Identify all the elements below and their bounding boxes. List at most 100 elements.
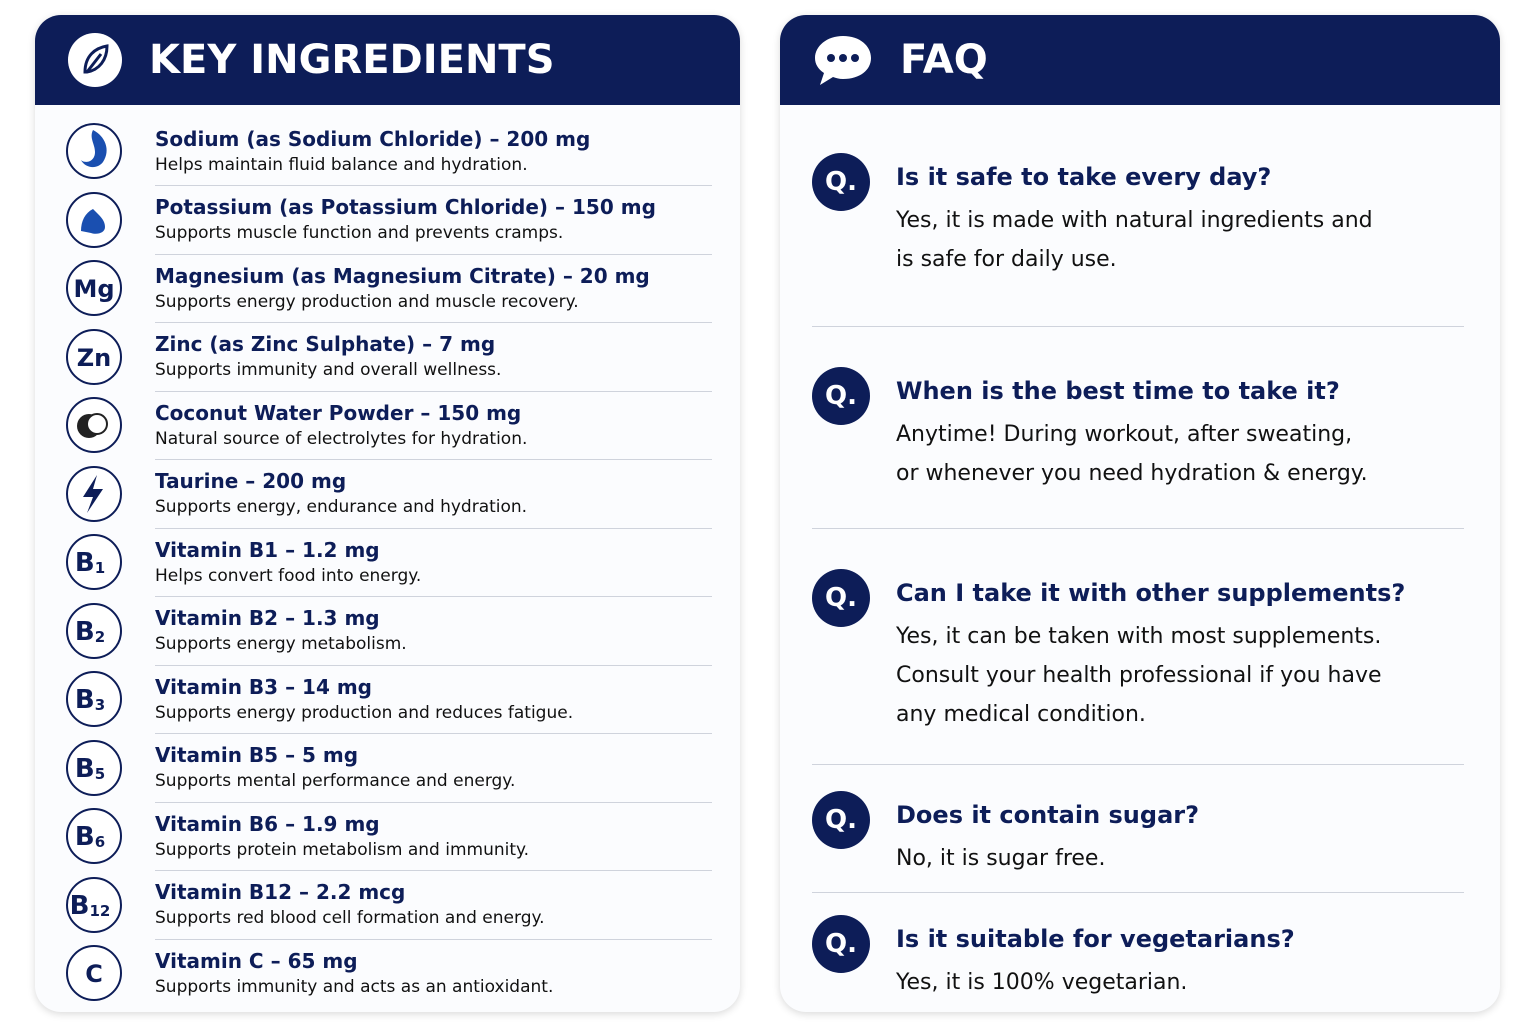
- ingredient-text: Coconut Water Powder – 150 mg Natural sou…: [155, 391, 712, 460]
- ingredient-row: B12 Vitamin B12 – 2.2 mcg Supports red blo…: [65, 871, 712, 940]
- ingredient-list: Sodium (as Sodium Chloride) – 200 mg Help…: [35, 105, 740, 1008]
- ingredient-icon: Zn: [66, 328, 122, 385]
- icon-main: B: [75, 822, 95, 852]
- ingredient-row: B6 Vitamin B6 – 1.9 mg Supports protein me…: [65, 802, 712, 871]
- icon-text: C: [85, 960, 103, 988]
- ingredient-amount: 2.2 mcg: [315, 880, 406, 905]
- answer-line: Yes, it is 100% vegetarian.: [896, 970, 1188, 995]
- icon-text: B6: [75, 822, 105, 852]
- icon-sub: 6: [95, 833, 105, 851]
- ingredient-name: Vitamin B5: [155, 743, 279, 768]
- ingredient-description: Supports energy, endurance and hydration…: [155, 497, 528, 518]
- icon-main: B: [70, 891, 90, 921]
- answer-line: is safe for daily use.: [896, 247, 1117, 272]
- ingredients-title: KEY INGREDIENTS: [149, 37, 555, 83]
- ingredient-icon: B5: [66, 739, 122, 796]
- ingredient-name: Zinc (as Zinc Sulphate): [155, 332, 416, 357]
- ingredient-heading: Vitamin B2 – 1.3 mg: [155, 606, 712, 630]
- ingredient-row: Coconut Water Powder – 150 mg Natural sou…: [65, 391, 712, 460]
- ingredient-row: B1 Vitamin B1 – 1.2 mg Helps convert food …: [65, 528, 712, 597]
- ingredients-header: KEY INGREDIENTS: [35, 15, 740, 105]
- icon-text: Zn: [77, 344, 112, 372]
- icon-sub: 2: [95, 628, 105, 646]
- icon-text: B12: [70, 891, 111, 921]
- ingredient-icon: B1: [66, 534, 122, 591]
- ingredient-text: Vitamin B3 – 14 mg Supports energy produc…: [155, 665, 712, 734]
- ingredient-name: Magnesium (as Magnesium Citrate): [155, 263, 556, 288]
- ingredient-amount: 5 mg: [302, 743, 359, 768]
- icon-ring: [66, 123, 122, 180]
- icon-main: B: [75, 548, 95, 578]
- ingredient-description: Supports protein metabolism and immunity…: [155, 839, 530, 860]
- ingredient-name: Vitamin B1: [155, 537, 279, 562]
- q-badge: Q.: [812, 367, 870, 425]
- icon-ring: [66, 328, 122, 385]
- answer-line: Anytime! During workout, after sweating,: [896, 422, 1353, 447]
- ingredient-amount: 65 mg: [287, 949, 358, 974]
- ingredient-amount: 1.9 mg: [302, 811, 380, 836]
- faq-panel: FAQ Q. Is it safe to take every day? Yes, …: [780, 15, 1500, 1012]
- icon-main: Zn: [77, 344, 112, 372]
- icon-ring: [66, 808, 122, 865]
- ingredient-description: Helps maintain fluid balance and hydrati…: [155, 154, 528, 175]
- icon-main: B: [75, 617, 95, 647]
- ingredient-icon: [66, 465, 122, 522]
- icon-text: B5: [75, 754, 105, 784]
- separator: –: [285, 743, 296, 768]
- ingredient-amount: 150 mg: [437, 400, 522, 425]
- ingredient-amount: 1.3 mg: [302, 606, 380, 631]
- ingredient-text: Vitamin B12 – 2.2 mcg Supports red blood …: [155, 870, 712, 940]
- ingredient-amount: 150 mg: [572, 195, 656, 220]
- separator: –: [489, 126, 500, 151]
- icon-ring: [66, 534, 122, 591]
- ingredient-text: Vitamin B2 – 1.3 mg Supports energy metab…: [155, 596, 712, 666]
- separator: –: [285, 537, 296, 562]
- ingredient-description: Helps convert food into energy.: [155, 565, 422, 586]
- ingredient-name: Vitamin B12: [155, 880, 293, 905]
- q-badge: Q.: [812, 569, 870, 627]
- ingredient-row: Sodium (as Sodium Chloride) – 200 mg Help…: [65, 117, 712, 186]
- ingredient-row: C Vitamin C – 65 mg Supports immunity and …: [65, 939, 712, 1008]
- faq-item: Q. Is it safe to take every day? Yes, it i…: [812, 105, 1464, 327]
- icon-ring: [66, 602, 122, 659]
- q-badge: Q.: [812, 915, 870, 973]
- leaf-icon: [68, 33, 122, 87]
- ingredients-panel: KEY INGREDIENTS Sodium (as Sodium Chlori…: [35, 15, 740, 1012]
- answer-line: Yes, it can be taken with most supplemen…: [896, 624, 1382, 649]
- ingredient-row: B2 Vitamin B2 – 1.3 mg Supports energy met…: [65, 597, 712, 666]
- icon-ring: [66, 739, 122, 796]
- q-badge: Q.: [812, 791, 870, 849]
- question: Is it suitable for vegetarians?: [896, 925, 1295, 953]
- icon-ring: [66, 876, 122, 933]
- ingredient-description: Supports energy production and reduces f…: [155, 702, 574, 723]
- ingredient-text: Sodium (as Sodium Chloride) – 200 mg Help…: [155, 117, 712, 186]
- ingredient-text: Vitamin B1 – 1.2 mg Helps convert food in…: [155, 528, 712, 597]
- ingredient-description: Supports immunity and overall wellness.: [155, 360, 502, 381]
- faq-text: Does it contain sugar? No, it is sugar fr…: [896, 791, 1199, 878]
- ingredient-heading: Vitamin C – 65 mg: [155, 949, 712, 973]
- icon-glyph: [81, 130, 107, 168]
- separator: –: [562, 263, 573, 288]
- ingredient-name: Coconut Water Powder: [155, 400, 414, 425]
- faq-text: Is it safe to take every day? Yes, it is …: [896, 153, 1373, 279]
- ingredient-description: Supports energy metabolism.: [155, 634, 407, 655]
- ingredient-name: Vitamin C: [155, 949, 264, 974]
- ingredient-icon: B2: [66, 602, 122, 659]
- ingredient-row: B3 Vitamin B3 – 14 mg Supports energy prod…: [65, 665, 712, 734]
- ingredient-description: Natural source of electrolytes for hydra…: [155, 428, 528, 449]
- icon-sub: 1: [95, 559, 105, 577]
- ingredient-description: Supports immunity and acts as an antioxi…: [155, 977, 554, 998]
- faq-list: Q. Is it safe to take every day? Yes, it i…: [780, 105, 1500, 1012]
- faq-item: Q. When is the best time to take it? Anyti…: [812, 327, 1464, 529]
- icon-text: B3: [75, 685, 105, 715]
- ingredient-amount: 200 mg: [262, 469, 347, 494]
- faq-text: When is the best time to take it? Anytime…: [896, 367, 1368, 493]
- separator: –: [245, 469, 256, 494]
- ingredient-icon: [66, 191, 122, 248]
- ingredient-name: Vitamin B6: [155, 811, 279, 836]
- ingredient-icon: C: [66, 945, 122, 1002]
- icon-ring: [66, 260, 122, 317]
- icon-main: B: [75, 754, 95, 784]
- icon-ring: [66, 671, 122, 728]
- icon-text: B1: [75, 548, 105, 578]
